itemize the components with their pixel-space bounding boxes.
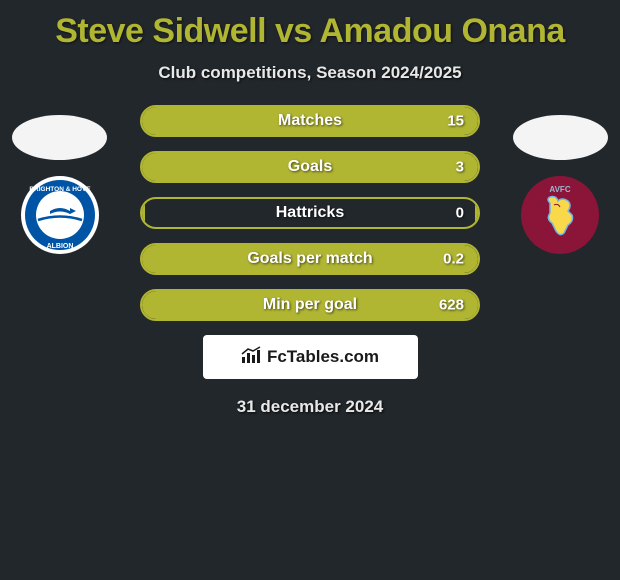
chart-icon	[241, 346, 261, 369]
site-name: FcTables.com	[267, 347, 379, 367]
stat-label: Min per goal	[142, 296, 478, 314]
page-title: Steve Sidwell vs Amadou Onana	[0, 0, 620, 55]
player-left-avatar	[12, 115, 107, 160]
stat-label: Hattricks	[142, 204, 478, 222]
club-left-badge: BRIGHTON & HOVE ALBION	[20, 175, 100, 255]
svg-text:BRIGHTON & HOVE: BRIGHTON & HOVE	[29, 186, 91, 193]
aston-villa-badge-icon: AVFC	[520, 175, 600, 255]
footer-date: 31 december 2024	[0, 379, 620, 435]
brighton-badge-icon: BRIGHTON & HOVE ALBION	[20, 175, 100, 255]
stat-value-right: 628	[439, 297, 464, 314]
stat-value-right: 0.2	[443, 251, 464, 268]
stat-row: Goals per match0.2	[140, 243, 480, 275]
stat-label: Goals per match	[142, 250, 478, 268]
stat-label: Matches	[142, 112, 478, 130]
svg-text:AVFC: AVFC	[549, 185, 570, 194]
stat-row: Matches15	[140, 105, 480, 137]
stat-row: Goals3	[140, 151, 480, 183]
player-right-avatar	[513, 115, 608, 160]
club-right-badge: AVFC	[520, 175, 600, 255]
svg-text:ALBION: ALBION	[47, 243, 74, 250]
stat-value-right: 3	[456, 159, 464, 176]
stat-row: Min per goal628	[140, 289, 480, 321]
page-subtitle: Club competitions, Season 2024/2025	[0, 55, 620, 101]
stat-value-right: 15	[447, 113, 464, 130]
stat-value-right: 0	[456, 205, 464, 222]
stat-label: Goals	[142, 158, 478, 176]
stat-row: Hattricks0	[140, 197, 480, 229]
site-branding[interactable]: FcTables.com	[203, 335, 418, 379]
